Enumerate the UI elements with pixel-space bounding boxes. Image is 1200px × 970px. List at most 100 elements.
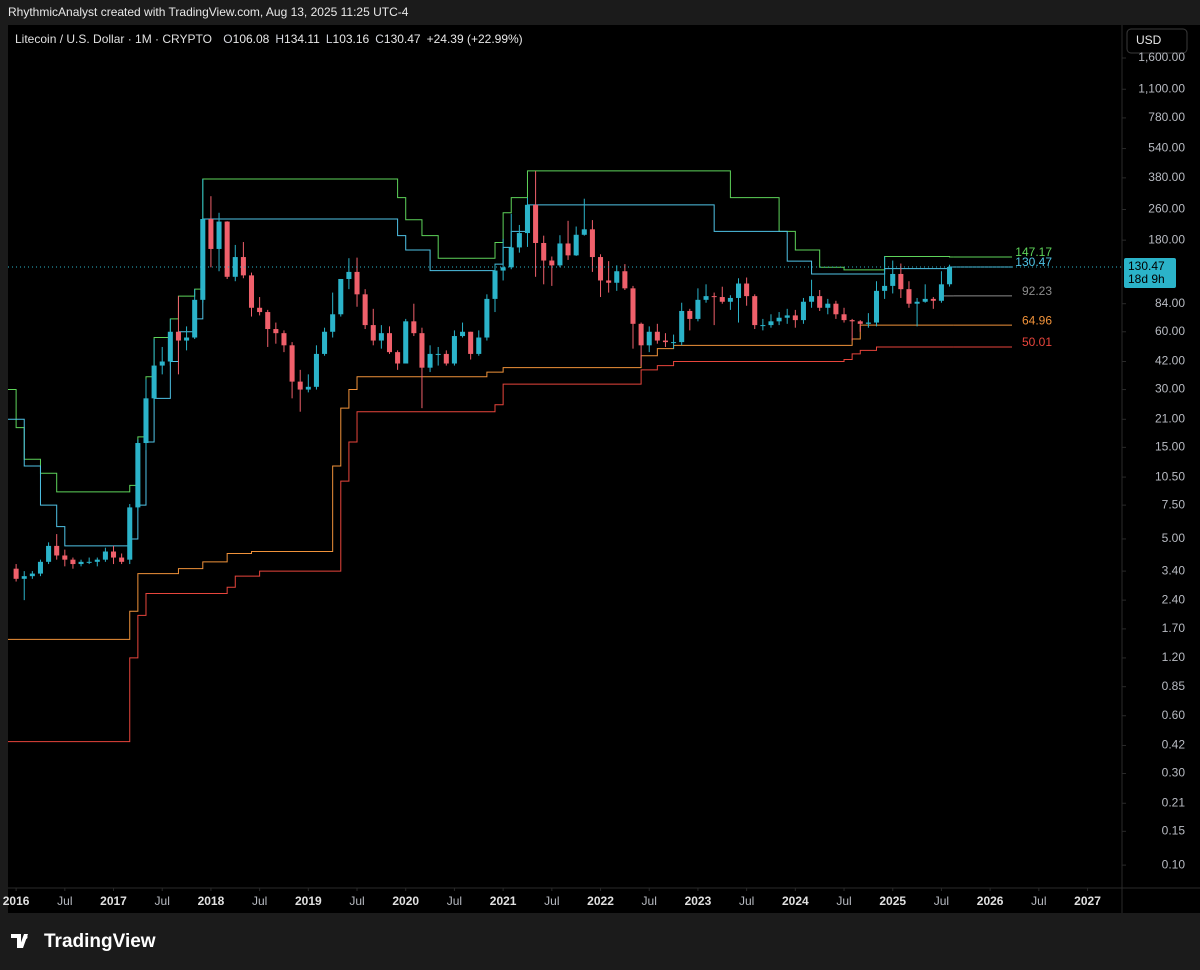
y-tick-label: 1,600.00 [1138, 50, 1185, 64]
candle-body [744, 283, 750, 297]
candle-body [630, 288, 636, 324]
indicator-line [8, 204, 954, 547]
plot [8, 170, 1012, 743]
candle-body [938, 284, 944, 301]
x-tick-label: 2023 [685, 894, 712, 908]
y-tick-label: 60.00 [1155, 324, 1185, 338]
currency[interactable]: USD [1136, 33, 1162, 47]
candle-body [460, 331, 466, 337]
candle-body [151, 365, 157, 399]
y-tick-label: 42.00 [1155, 354, 1185, 368]
candle-body [94, 559, 100, 562]
candle-body [175, 331, 181, 341]
candle-body [159, 361, 165, 366]
candle-body [687, 310, 693, 319]
candle-body [516, 233, 522, 248]
candle-body [248, 275, 255, 308]
candle-body [565, 243, 571, 256]
legend: Litecoin / U.S. Dollar · 1M · CRYPTO O10… [15, 32, 523, 46]
candle-body [62, 555, 68, 560]
candle-body [102, 551, 108, 560]
candle-body [119, 557, 125, 562]
candle-body [752, 296, 758, 326]
candle-body [362, 294, 368, 326]
candle-body [833, 303, 839, 315]
x-tick-label: Jul [1031, 894, 1046, 908]
x-tick-label: 2026 [977, 894, 1004, 908]
candle-body [37, 561, 43, 574]
candle-body [606, 280, 612, 283]
x-tick-label: Jul [642, 894, 657, 908]
logo-dot [23, 935, 28, 939]
y-tick-label: 180.00 [1148, 232, 1185, 246]
brand-name: TradingView [44, 931, 156, 952]
x-tick-label: Jul [252, 894, 267, 908]
y-tick-label: 0.10 [1162, 857, 1186, 871]
candle-body [419, 333, 425, 368]
candle-body [703, 296, 709, 300]
candle-body [86, 561, 92, 563]
y-tick-label: 21.00 [1155, 411, 1185, 425]
candle-body [135, 443, 141, 508]
candle-body [890, 273, 896, 286]
indicator-value-label: 92.23 [1022, 284, 1052, 298]
currency-button[interactable] [1126, 28, 1188, 54]
y-tick-label: 1.20 [1162, 650, 1186, 664]
y-tick-label: 84.00 [1155, 296, 1185, 310]
candle-body [322, 331, 328, 354]
candle-body [411, 321, 417, 334]
ohlc-value: 130.47 [384, 32, 421, 46]
x-tick-label: Jul [349, 894, 364, 908]
brand-logo: TradingView [11, 931, 156, 952]
price-box-value: 130.47 [1128, 259, 1165, 273]
y-tick-label: 0.21 [1162, 795, 1186, 809]
candle-body [727, 297, 733, 302]
candle-body [809, 296, 815, 302]
candle-body [792, 315, 798, 321]
candle-body [873, 290, 880, 323]
candle-body [533, 204, 539, 243]
candle-body [598, 257, 604, 281]
candle-body [484, 298, 490, 338]
candle-body [265, 312, 271, 330]
ohlc-label: C [375, 32, 384, 46]
x-tick-label: Jul [447, 894, 462, 908]
symbol: Litecoin / U.S. Dollar · 1M · CRYPTO [15, 32, 212, 46]
candle-body [662, 340, 668, 343]
candle-body [882, 285, 888, 291]
candle-body [330, 314, 336, 332]
candle-body [622, 271, 628, 289]
x-tick-label: 2016 [3, 894, 30, 908]
y-tick-label: 3.40 [1162, 563, 1186, 577]
y-tick-label: 1.70 [1162, 621, 1186, 635]
candle-body [825, 303, 831, 308]
ohlc-value: 106.08 [233, 32, 270, 46]
indicator-value-label: 147.17 [1015, 245, 1052, 259]
candle-body [281, 333, 287, 346]
candle-body [492, 270, 498, 299]
candle-body [70, 559, 76, 565]
candle-body [46, 545, 52, 562]
candle-body [78, 561, 84, 565]
candle-body [776, 317, 782, 322]
y-tick-label: 0.85 [1162, 679, 1186, 693]
candle-body [346, 271, 352, 279]
candle-body [557, 243, 563, 266]
candle-body [573, 234, 579, 256]
candle-body [841, 314, 847, 321]
candle-body [257, 307, 263, 313]
candle-body [386, 333, 393, 353]
candle-body [865, 322, 871, 324]
y-tick-label: 5.00 [1162, 531, 1186, 545]
ohlc-label: L [326, 32, 333, 46]
x-tick-label: Jul [739, 894, 754, 908]
y-tick-label: 0.42 [1162, 738, 1186, 752]
y-tick-label: 15.00 [1155, 440, 1185, 454]
ohlc-label: H [275, 32, 284, 46]
candle-body [13, 568, 19, 579]
top-bar-text: RhythmicAnalyst created with TradingView… [8, 5, 409, 19]
y-tick-label: 540.00 [1148, 141, 1185, 155]
candle-body [167, 331, 173, 362]
candle-body [313, 353, 319, 387]
y-tick-label: 30.00 [1155, 382, 1185, 396]
